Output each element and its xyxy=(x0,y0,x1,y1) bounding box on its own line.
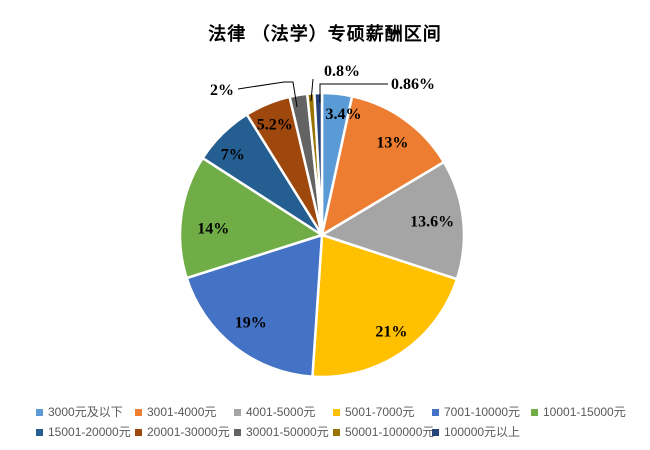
slice-label-4: 19% xyxy=(235,314,267,331)
legend-label-4: 7001-10000元 xyxy=(444,405,521,419)
legend-label-7: 20001-30000元 xyxy=(147,425,230,439)
pie-slice-4[interactable] xyxy=(185,233,324,378)
legend-swatch-0 xyxy=(36,408,43,416)
chart-title: 法律 （法学）专硕薪酬区间 xyxy=(208,24,442,44)
legend-item-4[interactable]: 7001-10000元 xyxy=(432,402,531,422)
slice-label-7: 5.2% xyxy=(257,117,293,134)
legend-item-5[interactable]: 10001-15000元 xyxy=(531,402,630,422)
slice-label-1: 13% xyxy=(376,135,408,152)
legend-label-1: 3001-4000元 xyxy=(147,405,217,419)
legend-label-9: 50001-100000元 xyxy=(345,425,435,439)
slice-label-8: 2% xyxy=(210,82,234,99)
slice-label-3: 21% xyxy=(375,324,407,341)
slice-label-2: 13.6% xyxy=(410,214,454,231)
legend-label-3: 5001-7000元 xyxy=(345,405,415,419)
legend-item-8[interactable]: 30001-50000元 xyxy=(234,422,333,442)
legend-label-2: 4001-5000元 xyxy=(246,405,316,419)
legend-item-0[interactable]: 3000元及以下 xyxy=(36,402,135,422)
legend-swatch-3 xyxy=(333,408,340,416)
pie-slice-5[interactable] xyxy=(178,156,324,280)
legend-item-9[interactable]: 50001-100000元 xyxy=(333,422,435,442)
legend-swatch-10 xyxy=(432,428,439,436)
legend-label-10: 100000元以上 xyxy=(444,425,521,439)
slice-label-10: 0.86% xyxy=(391,76,435,93)
legend-swatch-2 xyxy=(234,408,241,416)
legend-swatch-5 xyxy=(531,408,538,416)
legend-item-10[interactable]: 100000元以上 xyxy=(432,422,531,442)
slice-label-6: 7% xyxy=(221,146,245,163)
legend-item-2[interactable]: 4001-5000元 xyxy=(234,402,333,422)
legend-row-1: 3000元及以下 3001-4000元 4001-5000元 5001-7000元 70… xyxy=(36,402,650,422)
legend-item-3[interactable]: 5001-7000元 xyxy=(333,402,432,422)
leader-line-8 xyxy=(237,81,298,108)
leader-line-10 xyxy=(319,83,388,103)
slice-label-9: 0.8% xyxy=(324,63,360,80)
pie-slice-1[interactable] xyxy=(320,94,446,237)
pie-slice-3[interactable] xyxy=(311,233,459,379)
legend-row-2: 15001-20000元 20001-30000元 30001-50000元 5000… xyxy=(36,422,650,442)
leader-line-9 xyxy=(310,78,314,102)
legend-item-1[interactable]: 3001-4000元 xyxy=(135,402,234,422)
legend-swatch-4 xyxy=(432,408,439,416)
chart-legend: 3000元及以下 3001-4000元 4001-5000元 5001-7000元 70… xyxy=(36,402,650,442)
legend-swatch-1 xyxy=(135,408,142,416)
legend-swatch-8 xyxy=(234,428,241,436)
legend-swatch-6 xyxy=(36,428,43,436)
legend-swatch-9 xyxy=(333,428,340,436)
legend-label-0: 3000元及以下 xyxy=(48,405,123,419)
pie-slice-10[interactable] xyxy=(313,91,324,237)
slice-label-5: 14% xyxy=(197,220,229,237)
legend-label-8: 30001-50000元 xyxy=(246,425,329,439)
pie-slice-2[interactable] xyxy=(320,160,466,281)
slice-label-0: 3.4% xyxy=(326,106,362,123)
legend-label-5: 10001-15000元 xyxy=(543,405,626,419)
legend-label-6: 15001-20000元 xyxy=(48,425,131,439)
legend-swatch-7 xyxy=(135,428,142,436)
legend-item-6[interactable]: 15001-20000元 xyxy=(36,422,135,442)
legend-item-7[interactable]: 20001-30000元 xyxy=(135,422,234,442)
